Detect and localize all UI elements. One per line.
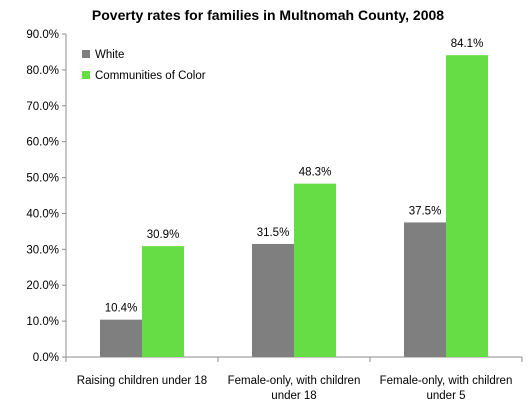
bars: 10.4% 30.9% 31.5% 48.3% 37.5% 84.1% xyxy=(100,38,488,358)
y-tick-label: 0.0% xyxy=(33,352,59,364)
category-label-line: Raising children under 18 xyxy=(77,375,207,387)
category-label: Raising children under 18 xyxy=(77,375,207,387)
y-tick-label: 90.0% xyxy=(26,29,59,41)
bar xyxy=(294,183,336,357)
bar xyxy=(252,243,294,357)
data-label: 37.5% xyxy=(409,205,442,217)
legend-swatch xyxy=(82,50,90,58)
category-label-line: Female-only, with children xyxy=(380,375,513,387)
y-tick-label: 50.0% xyxy=(26,173,59,185)
category-label: Female-only, with children under 5 xyxy=(380,375,513,400)
y-tick-label: 20.0% xyxy=(26,280,59,292)
data-label: 30.9% xyxy=(147,229,180,241)
legend-label: White xyxy=(95,49,124,61)
category-label-line: Female-only, with children xyxy=(228,375,361,387)
legend: White Communities of Color xyxy=(82,49,206,82)
bar xyxy=(404,222,446,357)
chart-title: Poverty rates for families in Multnomah … xyxy=(92,7,444,23)
y-tick-label: 30.0% xyxy=(26,244,59,256)
y-tick-label: 40.0% xyxy=(26,208,59,220)
category-label: Female-only, with children under 18 xyxy=(228,375,361,400)
bar xyxy=(142,246,184,357)
data-label: 48.3% xyxy=(299,167,332,179)
y-tick-label: 10.0% xyxy=(26,316,59,328)
category-label-line: under 5 xyxy=(426,390,465,400)
legend-label: Communities of Color xyxy=(95,70,206,82)
y-tick-label: 80.0% xyxy=(26,65,59,77)
bar xyxy=(100,319,142,357)
legend-swatch xyxy=(82,71,90,79)
bar xyxy=(446,55,488,358)
y-tick-label: 70.0% xyxy=(26,101,59,113)
category-label-line: under 18 xyxy=(271,390,316,400)
data-label: 10.4% xyxy=(105,303,138,315)
data-label: 31.5% xyxy=(257,227,290,239)
y-tick-label: 60.0% xyxy=(26,137,59,149)
axes: 0.0% 10.0% 20.0% 30.0% 40.0% 50.0% 60.0% 70.0% 8… xyxy=(26,29,523,400)
data-label: 84.1% xyxy=(451,38,484,50)
